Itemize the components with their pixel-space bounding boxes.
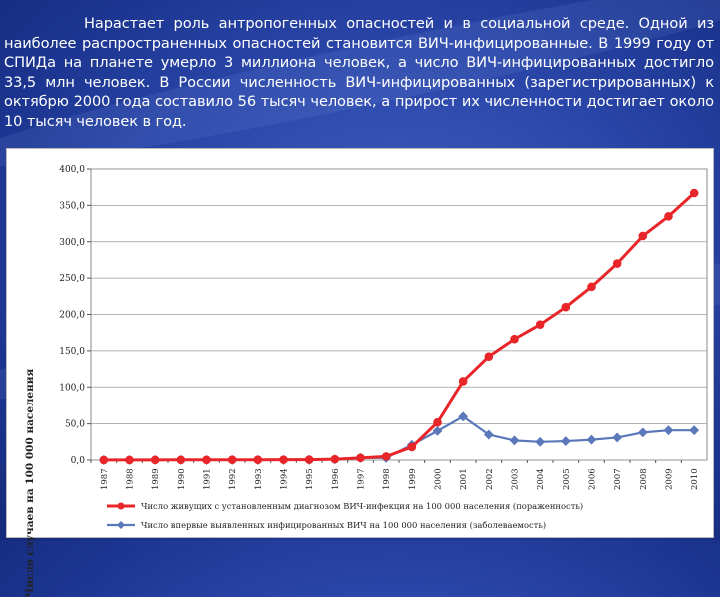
y-tick-label: 50,0 [65,420,85,430]
data-point-prevalence [253,455,263,465]
data-point-prevalence [227,455,237,465]
hiv-chart: 0,0 50,0 100,0 150,0 200,0 250,0 300,0 350,0 400… [6,148,714,597]
data-point-prevalence [356,453,365,463]
series-line-incidence [103,415,695,462]
data-point-incidence [560,436,571,446]
x-tick-label: 1987 [100,468,110,490]
data-point-prevalence [587,282,596,292]
data-point-prevalence [535,320,545,329]
data-point-incidence [663,425,674,436]
data-point-prevalence [202,455,211,465]
series-line-prevalence [103,191,696,462]
legend-label-incidence: Число впервые выявленных инфицированных … [141,520,546,530]
x-tick-label: 2008 [639,468,649,490]
x-tick-label: 1988 [126,468,136,490]
x-tick-label: 1994 [280,468,290,490]
x-tick-label: 2009 [665,468,675,490]
slide-paragraph: Нарастает роль антропогенных опасностей … [4,14,714,132]
data-point-prevalence [433,417,442,427]
data-point-prevalence [125,455,134,465]
data-point-incidence [689,425,700,436]
y-tick-label: 200,0 [59,311,85,321]
x-tick-label: 1998 [382,468,392,490]
x-tick-label: 1997 [357,468,367,490]
x-tick-label: 2005 [562,468,572,490]
data-point-incidence [432,425,443,436]
data-point-prevalence [664,211,673,221]
y-tick-label: 150,0 [59,347,85,357]
x-tick-label: 2004 [536,468,546,490]
legend-swatch-marker-incidence [117,521,125,529]
x-tick-label: 2000 [434,468,444,490]
x-tick-label: 2002 [485,468,495,490]
data-point-prevalence [279,455,288,464]
data-point-prevalence [381,452,391,461]
data-point-prevalence [510,334,519,344]
data-point-prevalence [330,454,340,464]
data-point-prevalence [150,455,160,465]
data-point-prevalence [99,455,109,465]
y-tick-label: 100,0 [59,383,85,393]
x-tick-label: 1999 [408,468,418,490]
data-point-prevalence [689,188,699,198]
y-tick-label: 250,0 [59,274,85,284]
x-tick-label: 1996 [331,468,341,490]
data-point-incidence [637,427,648,438]
data-point-prevalence [407,442,417,452]
data-point-incidence [509,435,520,446]
data-point-incidence [458,411,469,422]
data-point-incidence [483,429,494,440]
paragraph-text: Нарастает роль антропогенных опасностей … [4,15,714,130]
x-tick-label: 1990 [177,468,187,490]
data-point-prevalence [484,352,494,361]
y-axis-label: Число случаев на 100 000 населения [24,368,36,597]
x-tick-label: 2006 [588,468,598,490]
y-tick-label: 300,0 [59,238,85,248]
data-point-prevalence [612,259,622,268]
data-point-prevalence [304,455,314,464]
x-tick-label: 1989 [151,468,161,490]
x-tick-label: 2003 [511,468,521,490]
x-tick-label: 2001 [459,468,469,490]
data-point-prevalence [458,377,468,386]
data-point-incidence [586,434,597,445]
y-tick-label: 0,0 [71,456,86,466]
legend-swatch-marker-prevalence [117,502,125,510]
x-tick-label: 2007 [613,468,623,490]
data-point-prevalence [561,302,571,312]
data-point-prevalence [638,231,648,241]
data-point-incidence [612,432,623,443]
data-point-incidence [535,436,546,447]
x-tick-label: 1991 [203,468,213,490]
chart-canvas: 0,0 50,0 100,0 150,0 200,0 250,0 300,0 350,0 400… [59,165,708,530]
legend-label-prevalence: Число живущих с установленным диагнозом … [141,501,583,511]
x-tick-label: 1993 [254,468,264,490]
y-tick-label: 400,0 [59,165,85,175]
data-point-prevalence [176,455,186,465]
x-tick-label: 1992 [228,468,238,490]
x-tick-label: 2010 [690,468,700,490]
x-tick-label: 1995 [305,468,315,490]
y-tick-label: 350,0 [59,201,85,211]
